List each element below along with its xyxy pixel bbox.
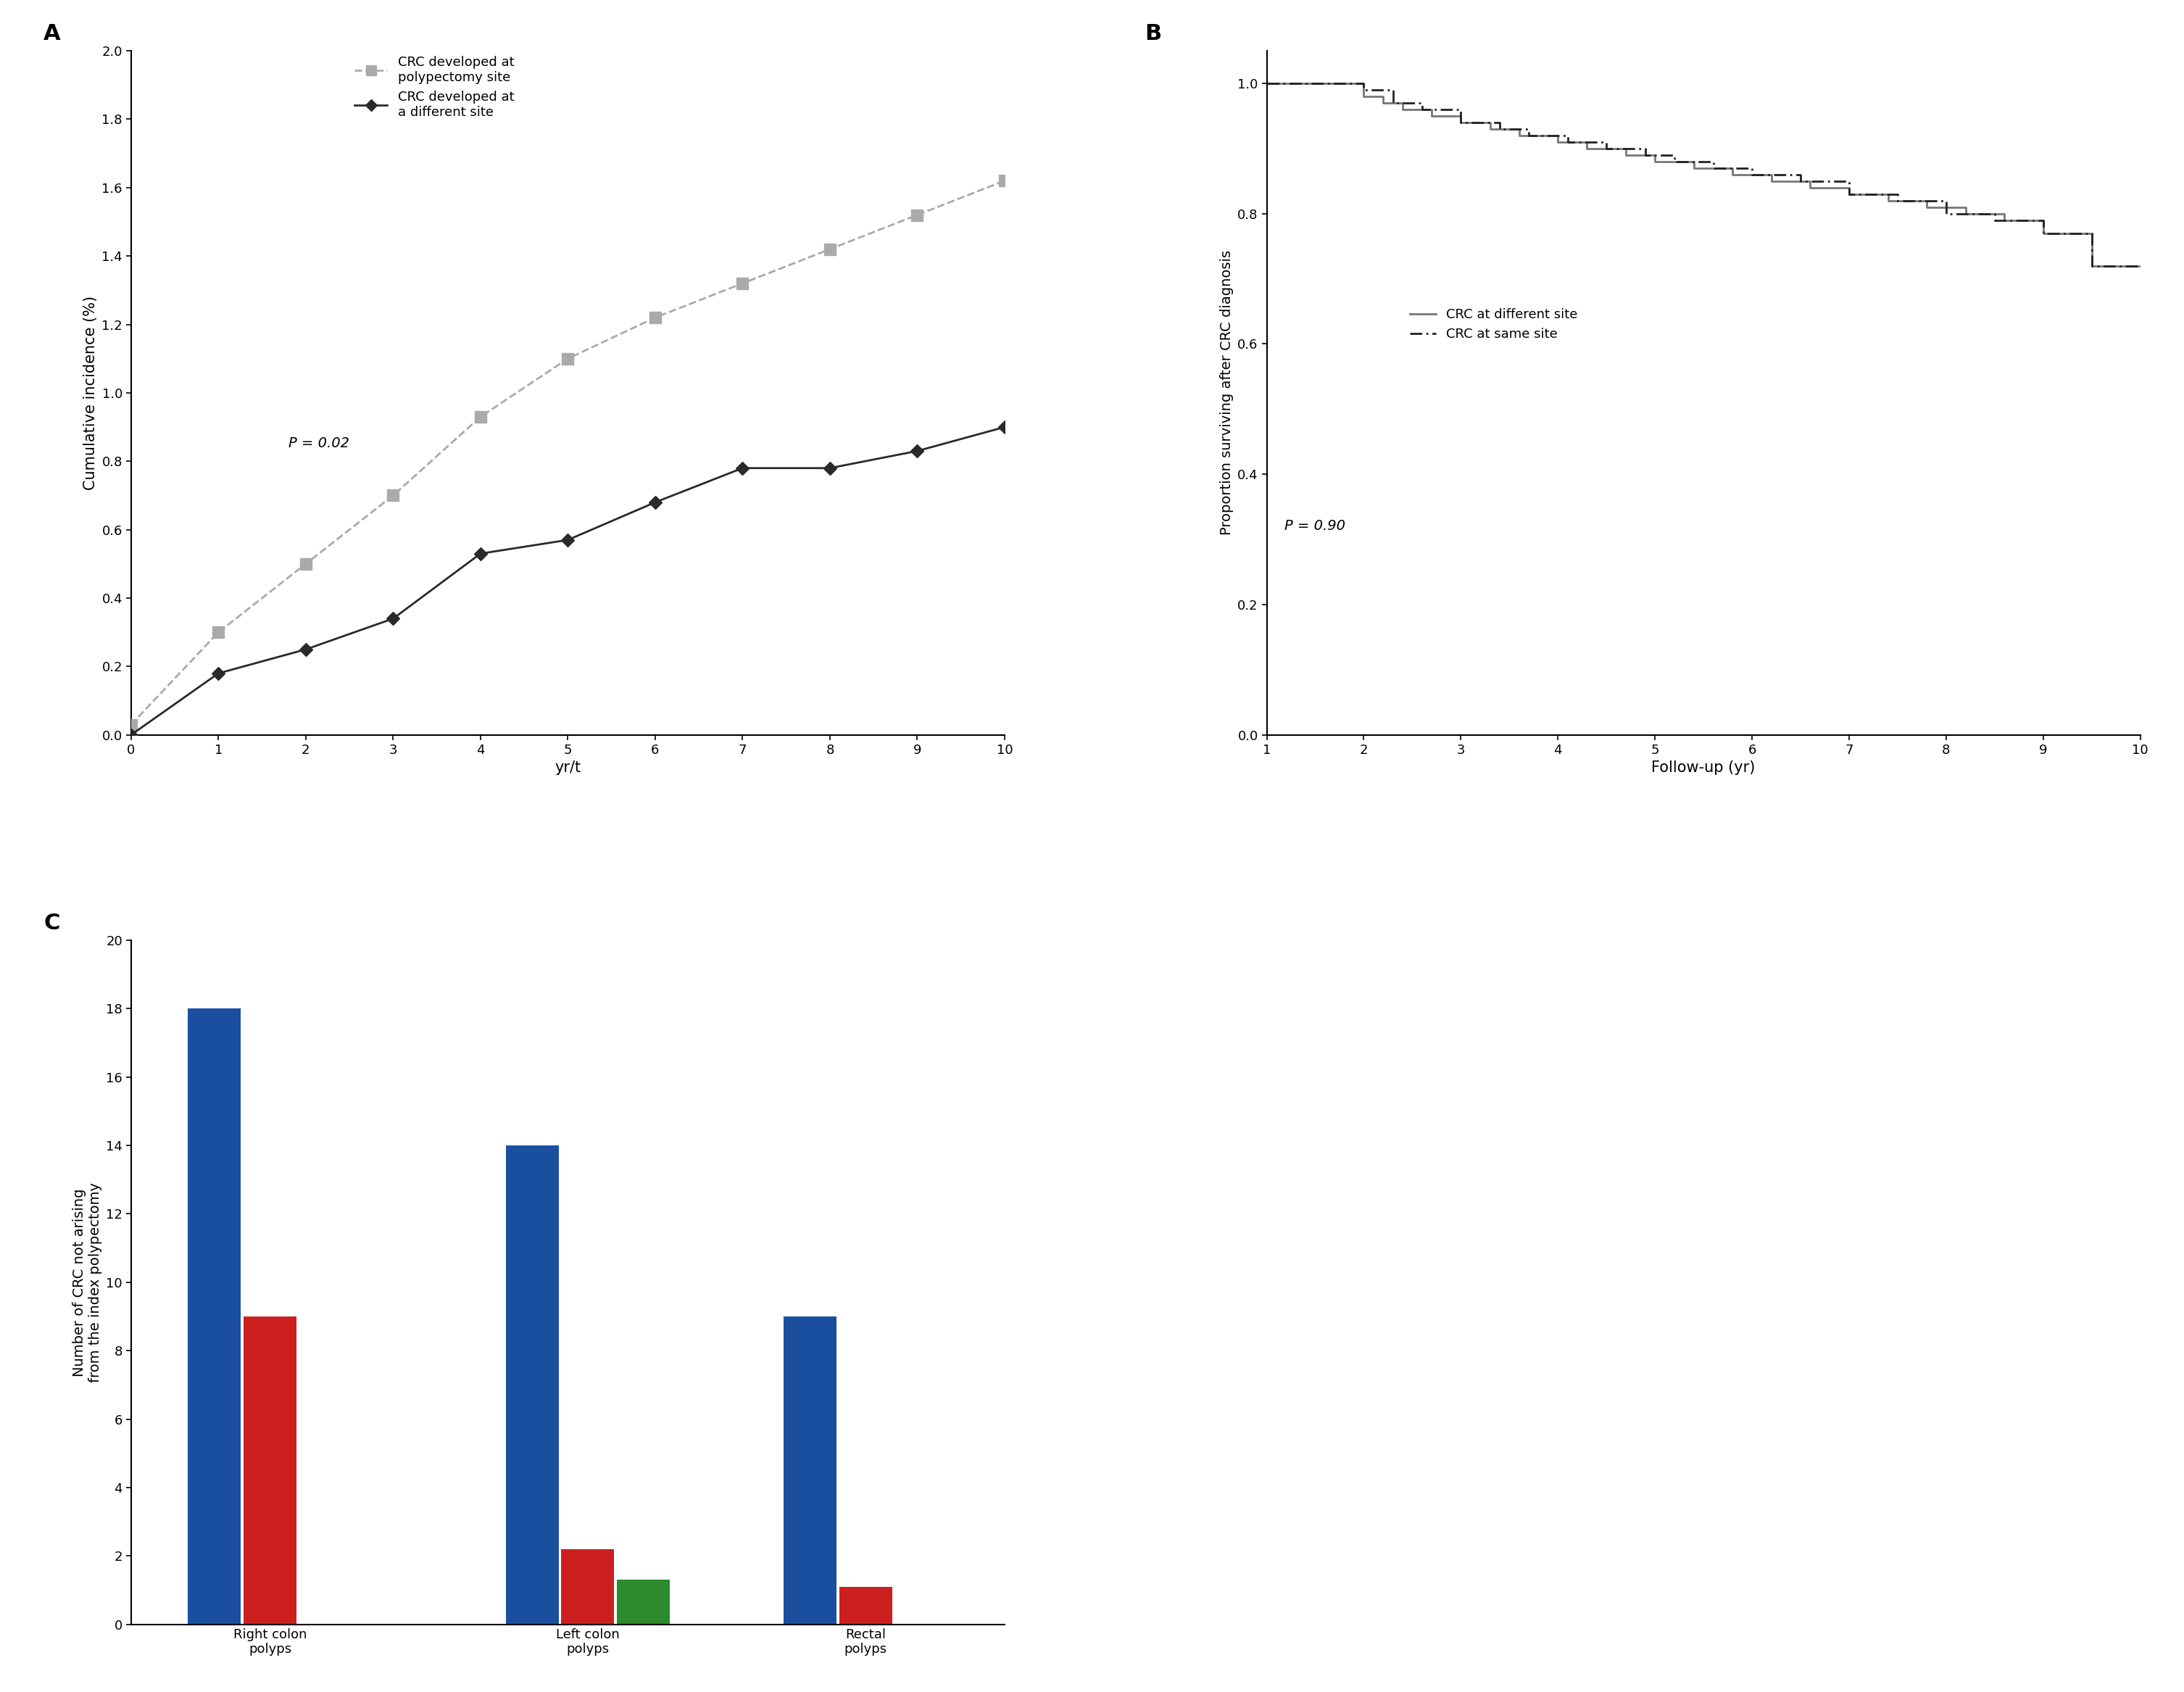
Legend: Right colon cancer, Left colon cancer, Rectal cancer: Right colon cancer, Left colon cancer, R… (1142, 210, 1330, 284)
Legend: CRC at different site, CRC at same site: CRC at different site, CRC at same site (1404, 303, 1583, 345)
Y-axis label: Cumulative incidence (%): Cumulative incidence (%) (83, 296, 98, 491)
Text: B: B (1144, 24, 1162, 44)
Text: P = 0.02: P = 0.02 (288, 437, 349, 450)
Y-axis label: Proportion surviving after CRC diagnosis: Proportion surviving after CRC diagnosis (1219, 250, 1234, 535)
Bar (188, 1008, 240, 1624)
Text: C: C (44, 912, 59, 934)
Bar (784, 1316, 836, 1624)
Bar (507, 1145, 559, 1624)
Legend: CRC developed at
polypectomy site, CRC developed at
a different site: CRC developed at polypectomy site, CRC d… (349, 51, 520, 124)
Text: P = 0.90: P = 0.90 (1284, 519, 1345, 533)
Bar (839, 1587, 891, 1624)
X-axis label: yr/t: yr/t (555, 760, 581, 775)
Bar (561, 1550, 614, 1624)
Y-axis label: Number of CRC not arising
from the index polypectomy: Number of CRC not arising from the index… (72, 1183, 103, 1382)
Text: A: A (44, 24, 61, 44)
X-axis label: Follow-up (yr): Follow-up (yr) (1651, 760, 1756, 775)
Bar (616, 1580, 670, 1624)
Bar (245, 1316, 297, 1624)
